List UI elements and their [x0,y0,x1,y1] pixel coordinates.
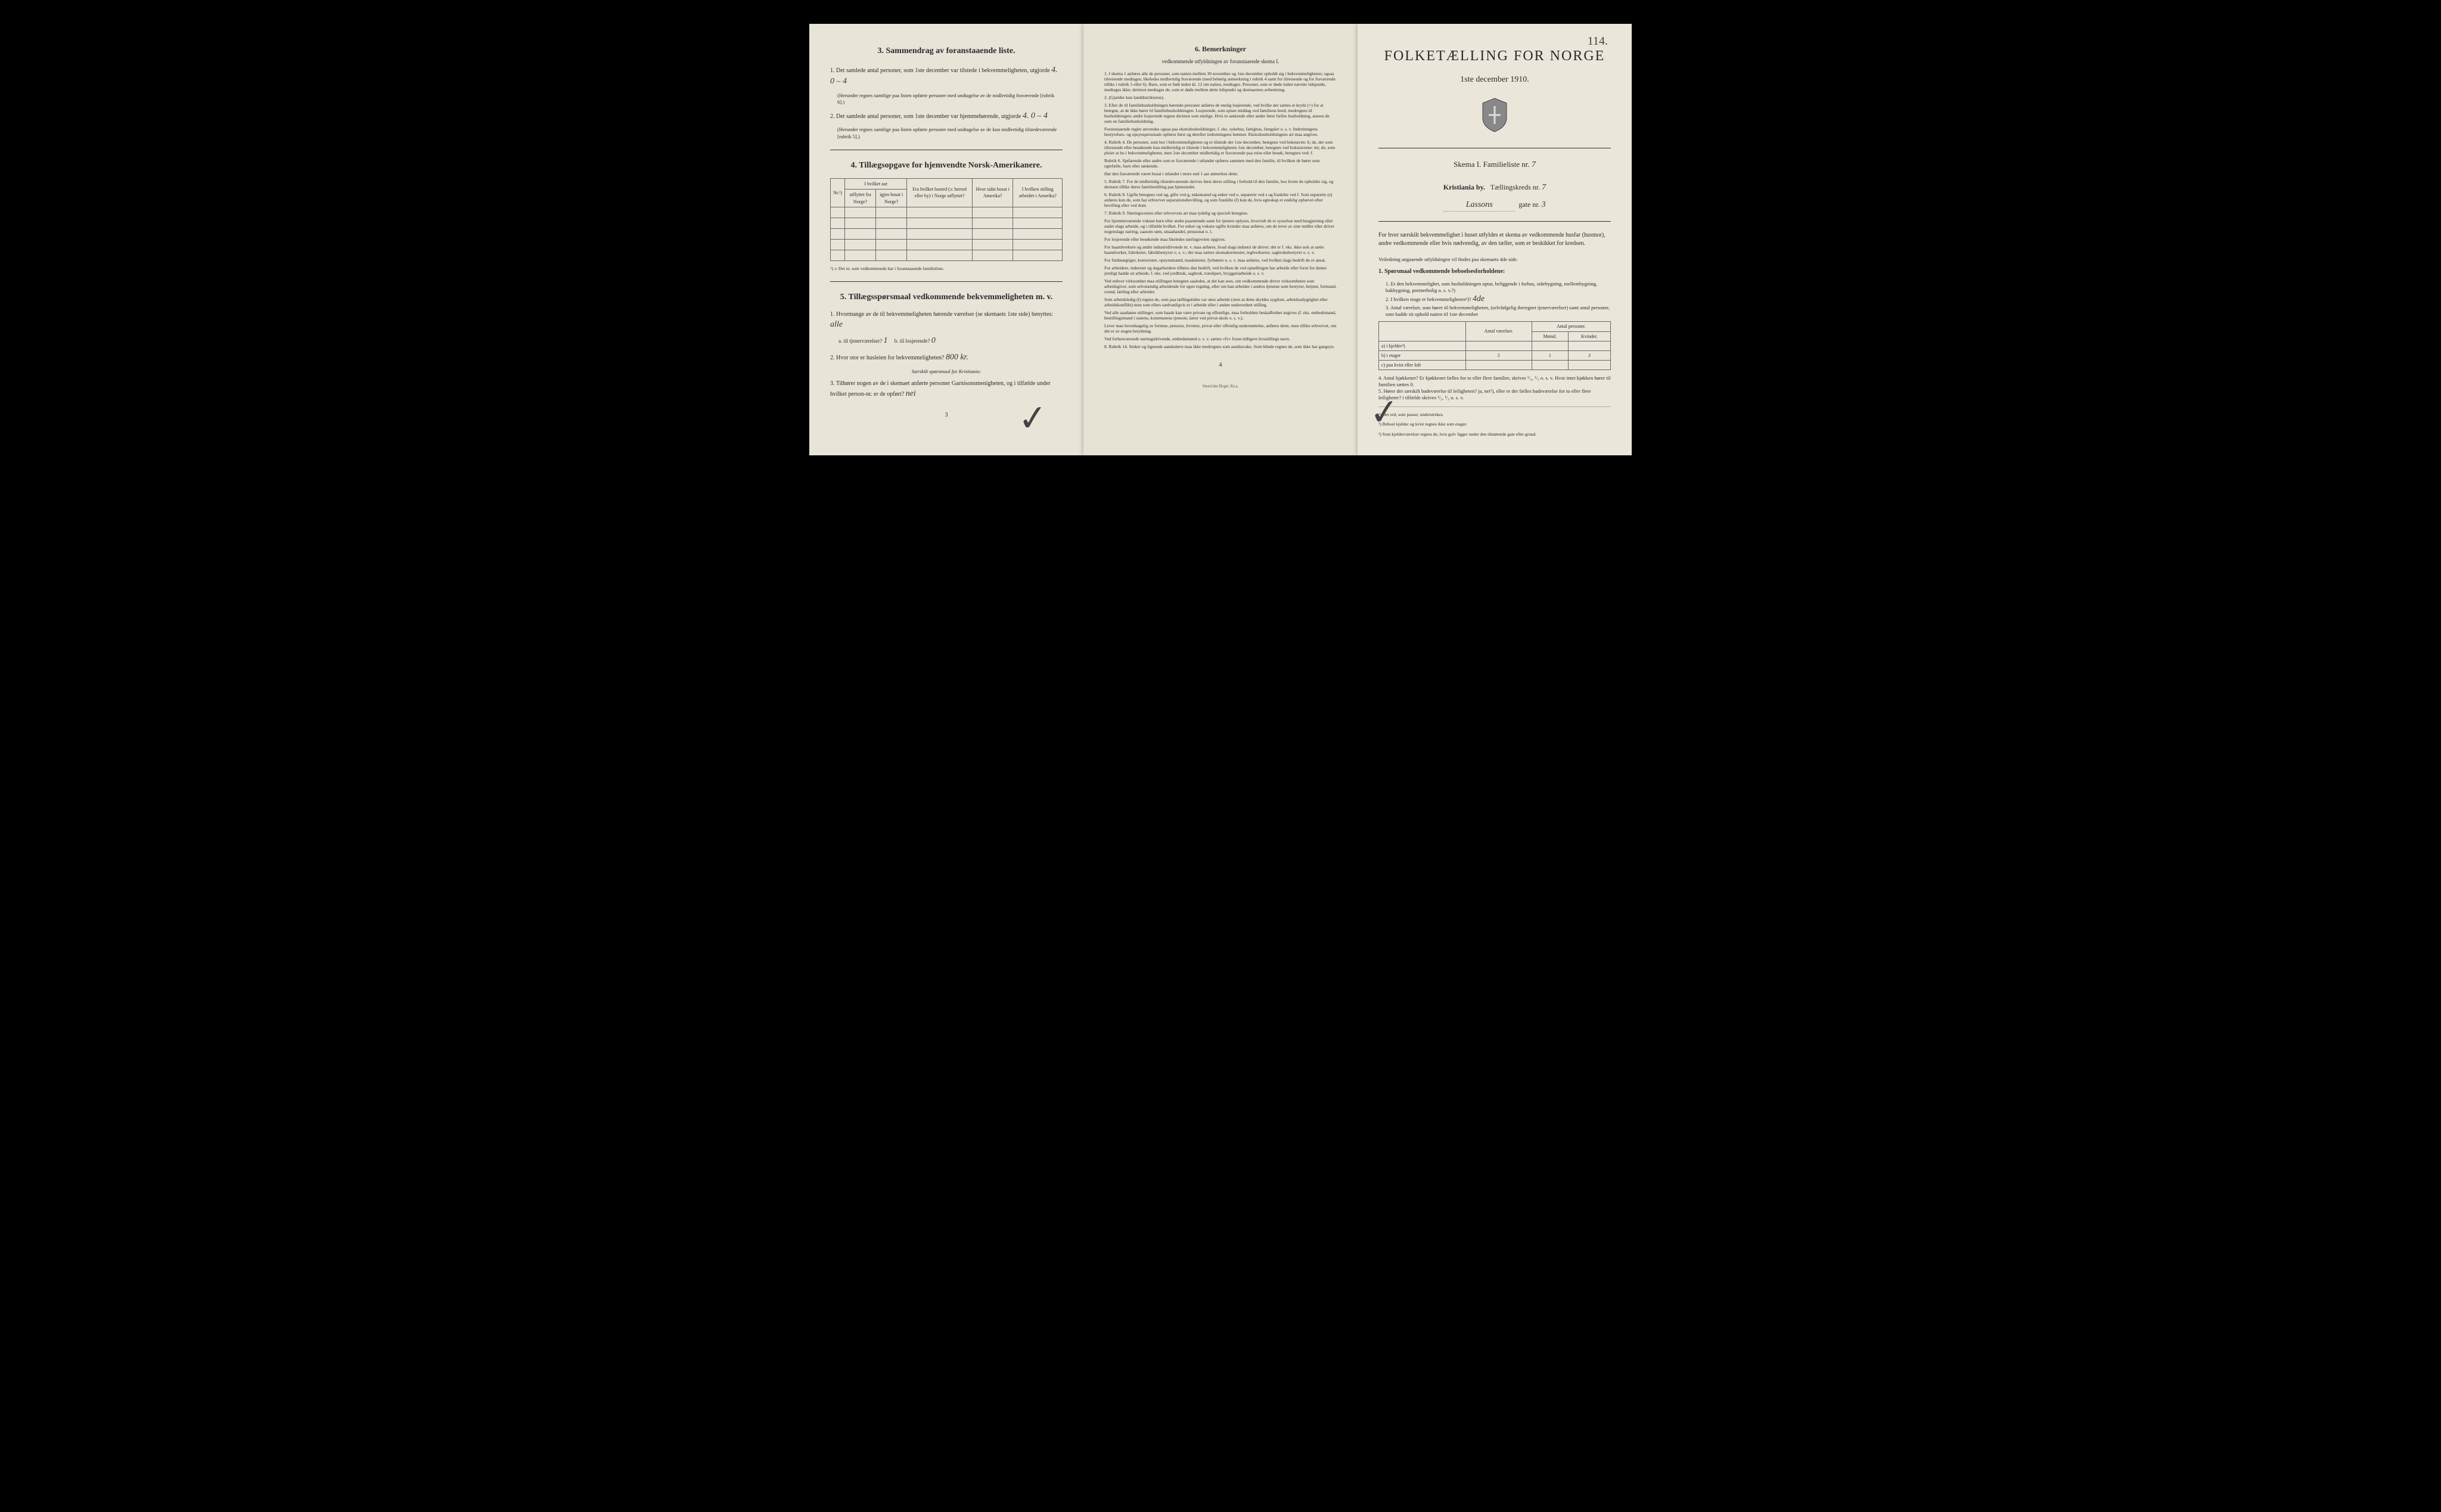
intro2: Veiledning angaaende utfyldningen vil fi… [1378,256,1611,263]
skema-line: Skema I. Familieliste nr. 7 [1378,159,1611,171]
intro-text: For hver særskilt bekvemmelighet i huset… [1378,231,1611,248]
rooms-table: Antal værelser. Antal personer. Mænd. Kv… [1378,321,1611,370]
page-right: 114. FOLKETÆLLING FOR NORGE 1ste decembe… [1358,24,1632,455]
page-left: 3. Sammendrag av foranstaaende liste. 1.… [809,24,1083,455]
q4: 4. Antal kjøkkener? Er kjøkkenet fælles … [1378,375,1611,388]
s3-item1-note: (Herunder regnes samtlige paa listen opf… [837,92,1063,105]
q1-2: 2. I hvilken etage er bekvemmeligheten²)… [1386,294,1611,305]
page-middle: 6. Bemerkninger vedkommende utfyldningen… [1083,24,1358,455]
s3-item2-hand: 4. 0 – 4 [1023,111,1048,120]
s5-item1a: a. til tjenerværelser? 1 b. til losjeren… [838,335,1063,347]
s3-item1: 1. Det samlede antal personer, som 1ste … [830,64,1063,88]
fn3: ³) Som kjelderværelser regnes de, hvis g… [1378,431,1611,438]
checkmark-icon: ✓ [1015,392,1049,445]
page-number: 4 [1104,361,1337,370]
section6-title: 6. Bemerkninger [1104,44,1337,54]
q1-3: 3. Antal værelser, som hører til bekvemm… [1386,305,1611,318]
s3-item2: 2. Det samlede antal personer, som 1ste … [830,110,1063,122]
q5: 5. Hører der særskilt badeværelse til le… [1378,388,1611,401]
s5-item1: 1. Hvormange av de til bekvemmeligheten … [830,311,1063,331]
main-date: 1ste december 1910. [1378,74,1611,86]
s5-item2: 2. Hvor stor er husleien for bekvemmelig… [830,352,1063,364]
crest-icon [1378,97,1611,136]
checkmark-icon: ✓ [1367,386,1401,439]
separator [1378,221,1611,222]
s4-footnote: ¹) ɔ: Det nr. som vedkommende har i fora… [830,266,1063,272]
main-title: FOLKETÆLLING FOR NORGE [1378,46,1611,67]
section4-title: 4. Tillægsopgave for hjemvendte Norsk-Am… [830,160,1063,172]
handwritten-pagenum: 114. [1588,33,1608,49]
separator [830,281,1063,282]
section4-table: Nr.¹) I hvilket aar Fra hvilket bosted (… [830,178,1063,261]
q1-1: 1. Er den bekvemmelighet, som husholdnin… [1386,281,1611,294]
section3-title: 3. Sammendrag av foranstaaende liste. [830,45,1063,57]
fn1: ¹) Det ord, som passer, understrekes. [1378,412,1611,418]
section6-subtitle: vedkommende utfyldningen av foranstaaend… [1104,58,1337,66]
city-line: Kristiania by. Tællingskreds nr. 7 [1378,182,1611,194]
printer-mark: Steen'ske Bogtr. Kr.a. [1104,384,1337,390]
section5-title: 5. Tillægsspørsmaal vedkommende bekvemme… [830,291,1063,303]
fn2: ²) Beboet kjelder og kvist regnes ikke s… [1378,421,1611,428]
s5-item2-note: Særskilt spørsmaal for Kristiania: [830,368,1063,375]
s3-item2-note: (Herunder regnes samtlige paa listen opf… [837,126,1063,139]
q1-title: 1. Spørsmaal vedkommende beboelsesforhol… [1378,268,1611,276]
street-line: Lassons gate nr. 3 [1378,199,1611,212]
